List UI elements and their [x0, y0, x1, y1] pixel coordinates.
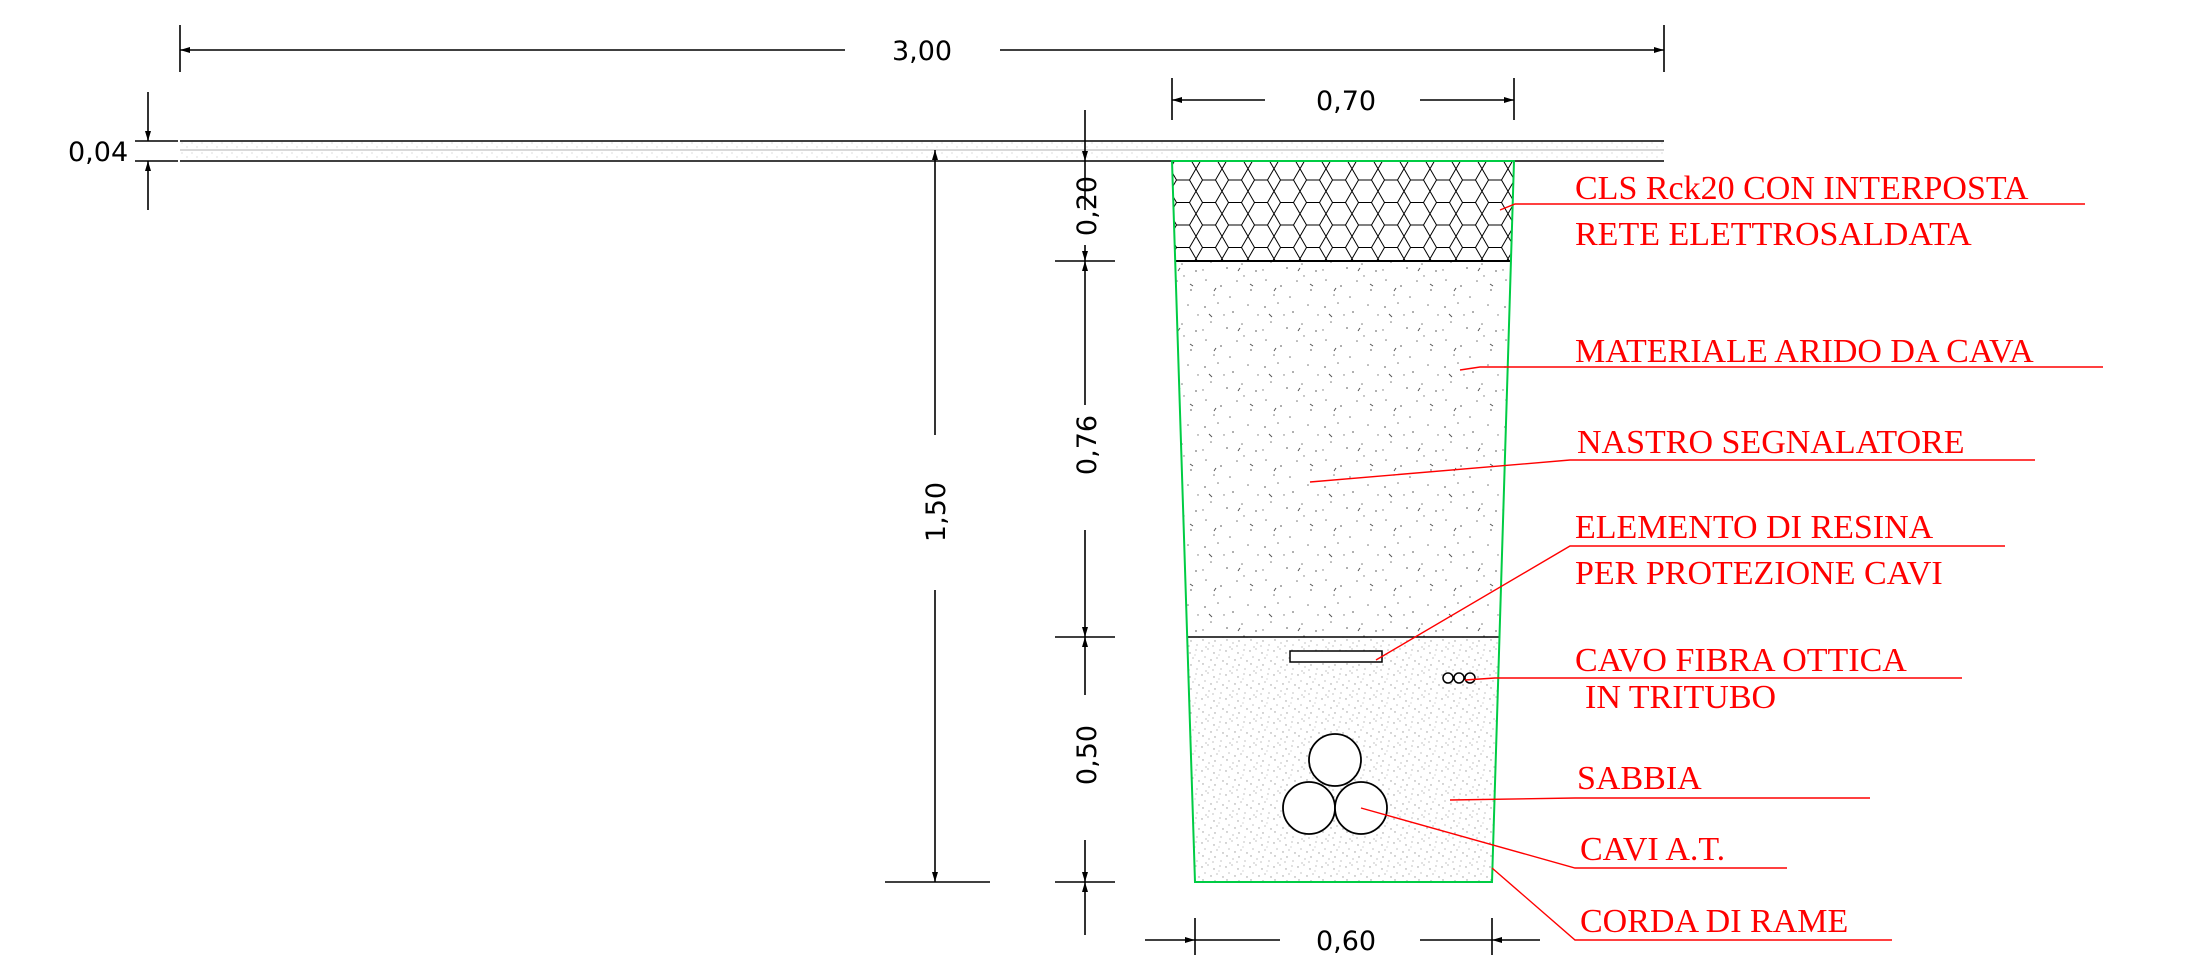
- dim-label-sand: 0,50: [1072, 725, 1103, 785]
- dimension-total-depth: 1,50: [885, 150, 990, 883]
- label-copper-rope: CORDA DI RAME: [1580, 903, 1848, 940]
- dim-label-bottom-width: 0,60: [1316, 926, 1376, 955]
- dimension-layer-depths: 0,20 0,76 0,50: [1055, 110, 1115, 935]
- dimension-top-width: 0,70: [1171, 78, 1515, 120]
- dim-label-total-width: 3,00: [892, 36, 952, 67]
- label-fiber-line2: IN TRITUBO: [1585, 679, 1776, 716]
- aggregate-layer: [1176, 261, 1510, 637]
- layer-labels: CLS Rck20 CON INTERPOSTA RETE ELETTROSAL…: [1575, 170, 2034, 940]
- dimension-pavement: 0,04: [68, 92, 178, 210]
- dimension-total-width: 3,00: [179, 25, 1665, 72]
- dim-label-top-width: 0,70: [1316, 86, 1376, 117]
- label-concrete-line1: CLS Rck20 CON INTERPOSTA: [1575, 170, 2029, 207]
- trench-outline: [1170, 160, 1516, 883]
- label-warning-tape: NASTRO SEGNALATORE: [1577, 424, 1965, 461]
- label-fiber-line1: CAVO FIBRA OTTICA: [1575, 642, 1907, 679]
- pavement-layer: [180, 140, 1664, 162]
- resin-protection-element: [1289, 650, 1383, 663]
- trench: [1170, 160, 1516, 883]
- label-resin-line1: ELEMENTO DI RESINA: [1575, 509, 1934, 546]
- label-concrete-line2: RETE ELETTROSALDATA: [1575, 216, 1972, 253]
- concrete-mesh-layer: [1172, 161, 1514, 261]
- dimension-bottom-width: 0,60: [1145, 918, 1540, 955]
- label-resin-line2: PER PROTEZIONE CAVI: [1575, 555, 1943, 592]
- label-aggregate: MATERIALE ARIDO DA CAVA: [1575, 333, 2034, 370]
- label-hv-cables: CAVI A.T.: [1580, 831, 1725, 868]
- label-sand: SABBIA: [1577, 760, 1702, 797]
- leader-lines: [1309, 203, 2103, 941]
- dim-label-aggregate: 0,76: [1072, 415, 1103, 475]
- dim-label-concrete: 0,20: [1072, 176, 1103, 236]
- dim-label-pavement: 0,04: [68, 137, 128, 168]
- dim-label-total-depth: 1,50: [921, 482, 952, 542]
- fiber-optic-tritube: [1442, 672, 1476, 684]
